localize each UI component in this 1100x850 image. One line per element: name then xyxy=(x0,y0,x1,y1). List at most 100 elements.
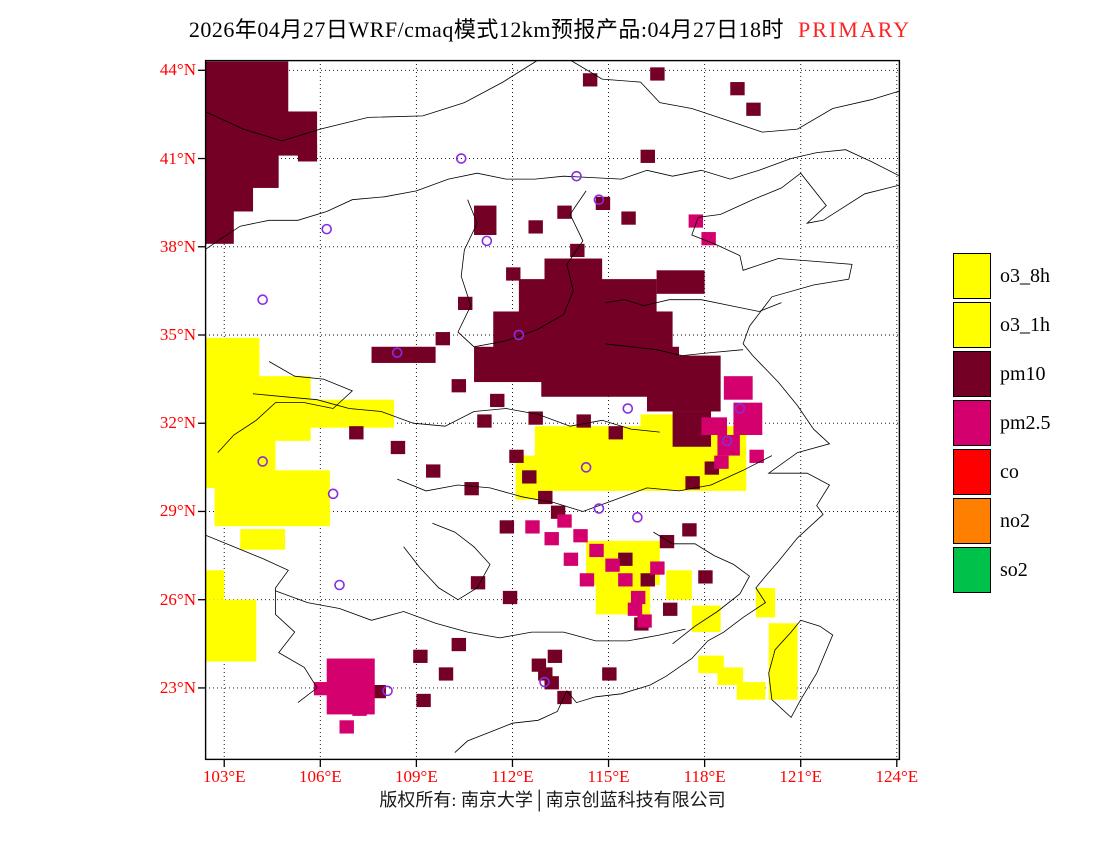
map-cell-pm10 xyxy=(506,267,521,281)
map-cell-pm10 xyxy=(602,667,617,681)
map-region-pm10 xyxy=(474,205,497,235)
y-axis-label: 32°N xyxy=(159,413,196,433)
boundaries xyxy=(205,60,900,753)
x-axis-label: 121°E xyxy=(779,767,823,786)
map-cell-pm10 xyxy=(470,576,486,590)
city-marker xyxy=(593,503,605,514)
map-cell-pm10 xyxy=(746,102,761,116)
map-cell-pm10 xyxy=(582,73,598,87)
legend-label: co xyxy=(1000,460,1019,483)
map-cell-pm10 xyxy=(502,590,518,605)
map-cell-pm10 xyxy=(538,667,553,681)
map-region-o3 xyxy=(717,667,744,685)
city-marker xyxy=(593,194,605,206)
map-region-pm10 xyxy=(205,149,279,188)
map-region-o3 xyxy=(768,623,798,700)
legend-label: no2 xyxy=(1000,509,1030,532)
map-cell-pm25 xyxy=(701,232,716,246)
map-cell-pm10 xyxy=(618,552,633,566)
map-cell-pm10 xyxy=(576,414,591,428)
map-region-o3 xyxy=(666,570,692,600)
map-cell-pm10 xyxy=(640,149,655,163)
map-region-pm10 xyxy=(205,182,254,212)
legend-swatch-o3_8h xyxy=(953,253,991,299)
map-cell-pm10 xyxy=(640,573,655,587)
map-cell-pm10 xyxy=(464,482,479,496)
copyright-text: 版权所有: 南京大学│南京创蓝科技有限公司 xyxy=(379,790,726,810)
map-cell-pm25 xyxy=(563,552,579,566)
x-axis-label: 103°E xyxy=(202,767,246,786)
map-region-pm10 xyxy=(541,376,670,397)
legend-label: pm2.5 xyxy=(1000,411,1051,434)
city-marker xyxy=(334,579,345,591)
map-cell-pm25 xyxy=(339,720,354,734)
map-region-pm10 xyxy=(205,61,289,121)
city-marker xyxy=(539,676,550,688)
map-region-pm25 xyxy=(701,417,728,435)
map-cell-pm10 xyxy=(425,464,441,478)
legend: o3_8h o3_1h pm10 pm2.5 co no2 so2 xyxy=(953,253,1051,596)
map-region-pm10 xyxy=(656,270,705,294)
map-cell-pm10 xyxy=(522,470,537,484)
x-axis-label: 106°E xyxy=(298,767,342,786)
city-marker xyxy=(455,153,467,164)
map-cell-pm10 xyxy=(490,393,505,408)
province-border xyxy=(653,531,751,645)
map-layers xyxy=(205,60,900,760)
map-cell-pm25 xyxy=(544,532,559,546)
x-axis-label: 124°E xyxy=(875,767,919,786)
city-marker xyxy=(481,235,493,247)
city-marker xyxy=(257,456,268,467)
province-border xyxy=(275,590,686,642)
map-cell-pm10 xyxy=(621,211,636,225)
province-border xyxy=(205,60,539,142)
map-cell-pm10 xyxy=(595,196,611,210)
map-region-pm10 xyxy=(646,355,721,412)
legend-swatch-no2 xyxy=(953,498,991,544)
map-cell-pm10 xyxy=(650,67,665,81)
map-cell-pm10 xyxy=(662,602,678,616)
province-border xyxy=(397,455,773,512)
y-axis-label: 29°N xyxy=(159,501,196,521)
map-region-pm25 xyxy=(326,658,375,715)
taiwan-outline xyxy=(768,619,834,719)
city-marker xyxy=(580,462,592,473)
map-cell-pm10 xyxy=(451,379,467,393)
legend-label: o3_1h xyxy=(1000,313,1050,336)
map-cell-pm10 xyxy=(413,649,428,663)
legend-item-no2: no2 xyxy=(953,498,1051,544)
map-region-o3 xyxy=(736,682,766,700)
map-cell-pm10 xyxy=(499,520,515,534)
city-markers xyxy=(257,153,746,697)
map-region-o3 xyxy=(205,570,225,600)
map-region-pm10 xyxy=(371,346,436,363)
map-region-o3 xyxy=(214,470,330,527)
legend-item-co: co xyxy=(953,449,1051,495)
map-cell-pm25 xyxy=(650,561,665,575)
title-primary-tag: PRIMARY xyxy=(798,17,912,42)
map-cell-pm25 xyxy=(688,214,704,228)
province-border xyxy=(569,60,900,133)
legend-item-pm10: pm10 xyxy=(953,351,1051,397)
y-axis-label: 35°N xyxy=(159,325,196,344)
map-cell-pm25 xyxy=(618,573,633,587)
city-marker xyxy=(513,329,525,341)
y-axis-label: 44°N xyxy=(159,60,196,80)
province-border xyxy=(217,361,354,453)
map-cell-pm25 xyxy=(749,449,764,463)
map-region-o3 xyxy=(240,529,286,550)
map-cell-pm10 xyxy=(528,411,543,425)
y-axis-label: 23°N xyxy=(159,677,196,697)
legend-label: so2 xyxy=(1000,558,1028,581)
city-marker xyxy=(327,488,339,500)
x-axis-label: 112°E xyxy=(491,767,534,786)
map-cell-pm10 xyxy=(349,426,364,440)
map-cell-pm25 xyxy=(637,614,652,628)
map-region-pm10 xyxy=(205,208,234,244)
map-cell-pm10 xyxy=(570,243,585,258)
map-cell-pm25 xyxy=(352,702,367,716)
city-marker xyxy=(622,403,634,414)
x-axis-label: 118°E xyxy=(683,767,726,786)
city-marker xyxy=(391,347,403,358)
legend-swatch-o3_1h xyxy=(953,302,991,348)
